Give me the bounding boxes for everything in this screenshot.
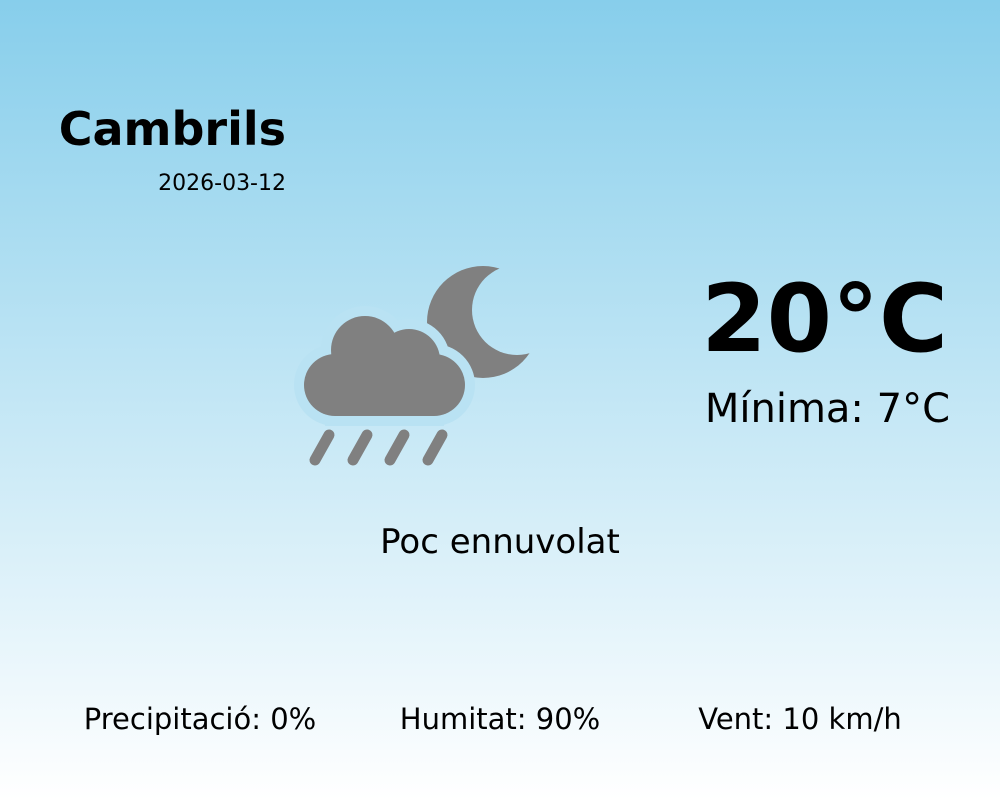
minimum-temperature: Mínima: 7°C xyxy=(704,386,950,432)
forecast-date: 2026-03-12 xyxy=(158,171,286,196)
humidity-stat: Humitat: 90% xyxy=(399,702,601,736)
precipitation-stat: Precipitació: 0% xyxy=(83,702,317,736)
current-temperature: 20°C xyxy=(701,265,948,374)
weather-condition: Poc ennuvolat xyxy=(380,522,620,562)
wind-stat: Vent: 10 km/h xyxy=(698,702,902,736)
city-name: Cambrils xyxy=(58,102,286,156)
